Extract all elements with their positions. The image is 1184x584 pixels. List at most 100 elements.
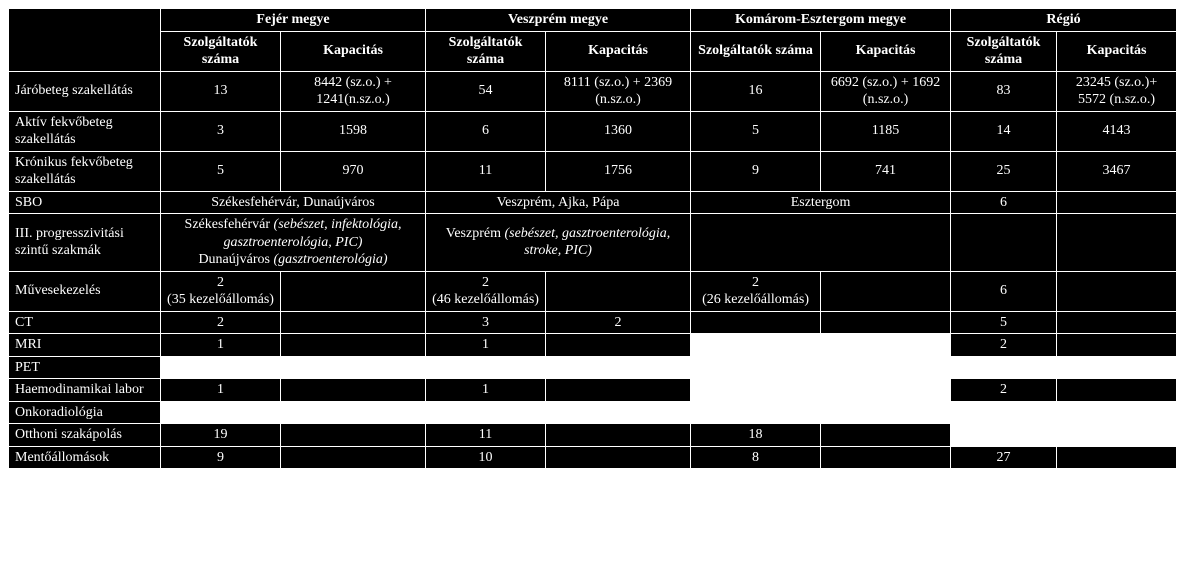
text-italic: (sebészet, gasztroenterológia, stroke, P…	[504, 226, 670, 259]
row-mento: Mentőállomások 9 10 8 27	[9, 446, 1177, 469]
cell-blank	[161, 401, 1177, 424]
row-label: Otthoni szakápolás	[9, 424, 161, 447]
row-label: PET	[9, 356, 161, 379]
row-label: CT	[9, 311, 161, 334]
cell: 5	[691, 111, 821, 151]
cell	[691, 311, 821, 334]
cell	[1057, 334, 1177, 357]
cell: 16	[691, 71, 821, 111]
cell: Veszprém, Ajka, Pápa	[426, 191, 691, 214]
row-haemo: Haemodinamikai labor 1 1 2	[9, 379, 1177, 402]
cell: 27	[951, 446, 1057, 469]
table-header: Fejér megye Veszprém megye Komárom-Eszte…	[9, 9, 1177, 72]
row-label: Mentőállomások	[9, 446, 161, 469]
cell: 3	[161, 111, 281, 151]
row-pet: PET	[9, 356, 1177, 379]
cell: 2	[951, 334, 1057, 357]
row-muvesekezeles: Művesekezelés 2(35 kezelőállomás) 2(46 k…	[9, 271, 1177, 311]
col-fejer-capacity: Kapacitás	[281, 31, 426, 71]
cell: 6	[951, 271, 1057, 311]
row-label: Művesekezelés	[9, 271, 161, 311]
cell-blank	[951, 424, 1057, 447]
cell: 5	[951, 311, 1057, 334]
col-veszprem-providers: Szolgáltatók száma	[426, 31, 546, 71]
cell: 5	[161, 151, 281, 191]
cell: 3467	[1057, 151, 1177, 191]
cell: 25	[951, 151, 1057, 191]
col-veszprem-capacity: Kapacitás	[546, 31, 691, 71]
row-label: Aktív fekvőbeteg szakellátás	[9, 111, 161, 151]
cell-blank	[691, 379, 821, 402]
cell: 54	[426, 71, 546, 111]
cell: 6	[426, 111, 546, 151]
cell	[951, 214, 1057, 272]
row-sbo: SBO Székesfehérvár, Dunaújváros Veszprém…	[9, 191, 1177, 214]
cell: 6	[951, 191, 1057, 214]
cell	[546, 334, 691, 357]
col-komarom-providers: Szolgáltatók száma	[691, 31, 821, 71]
row-onko: Onkoradiológia	[9, 401, 1177, 424]
col-komarom-capacity: Kapacitás	[821, 31, 951, 71]
cell	[1057, 271, 1177, 311]
cell	[821, 446, 951, 469]
row-label: MRI	[9, 334, 161, 357]
cell	[821, 311, 951, 334]
cell	[1057, 191, 1177, 214]
row-label: III. progresszivitási szintű szakmák	[9, 214, 161, 272]
row-kronikus: Krónikus fekvőbeteg szakellátás 5 970 11…	[9, 151, 1177, 191]
cell	[821, 271, 951, 311]
cell: 8111 (sz.o.) + 2369 (n.sz.o.)	[546, 71, 691, 111]
cell: 83	[951, 71, 1057, 111]
cell: 1598	[281, 111, 426, 151]
cell: 8	[691, 446, 821, 469]
cell	[546, 271, 691, 311]
cell: 13	[161, 71, 281, 111]
cell: 2(26 kezelőállomás)	[691, 271, 821, 311]
col-group-regio: Régió	[951, 9, 1177, 32]
cell	[821, 424, 951, 447]
cell: 2	[951, 379, 1057, 402]
healthcare-capacity-table: Fejér megye Veszprém megye Komárom-Eszte…	[8, 8, 1177, 469]
cell: 1185	[821, 111, 951, 151]
cell: 1	[161, 334, 281, 357]
col-fejer-providers: Szolgáltatók száma	[161, 31, 281, 71]
cell: 6692 (sz.o.) + 1692 (n.sz.o.)	[821, 71, 951, 111]
cell: 10	[426, 446, 546, 469]
cell-blank	[691, 334, 821, 357]
row-label: Krónikus fekvőbeteg szakellátás	[9, 151, 161, 191]
cell	[1057, 214, 1177, 272]
text-italic: (gasztroenterológia)	[273, 252, 387, 267]
cell: Székesfehérvár (sebészet, infektológia, …	[161, 214, 426, 272]
cell: Veszprém (sebészet, gasztroenterológia, …	[426, 214, 691, 272]
cell: 19	[161, 424, 281, 447]
row-jarobeteg: Járóbeteg szakellátás 13 8442 (sz.o.) + …	[9, 71, 1177, 111]
cell	[1057, 446, 1177, 469]
cell-blank	[821, 334, 951, 357]
cell-blank	[161, 356, 1177, 379]
text: Dunaújváros	[198, 252, 273, 267]
cell: 3	[426, 311, 546, 334]
cell-blank	[821, 379, 951, 402]
cell: 9	[691, 151, 821, 191]
cell: 23245 (sz.o.)+ 5572 (n.sz.o.)	[1057, 71, 1177, 111]
col-regio-capacity: Kapacitás	[1057, 31, 1177, 71]
cell	[281, 446, 426, 469]
cell	[546, 379, 691, 402]
col-group-fejer: Fejér megye	[161, 9, 426, 32]
cell: 741	[821, 151, 951, 191]
cell: 1	[426, 334, 546, 357]
cell: 970	[281, 151, 426, 191]
cell: 2(46 kezelőállomás)	[426, 271, 546, 311]
cell: Székesfehérvár, Dunaújváros	[161, 191, 426, 214]
col-regio-providers: Szolgáltatók száma	[951, 31, 1057, 71]
cell: 2(35 kezelőállomás)	[161, 271, 281, 311]
cell	[1057, 311, 1177, 334]
row-label: Onkoradiológia	[9, 401, 161, 424]
row-label: Haemodinamikai labor	[9, 379, 161, 402]
cell	[546, 424, 691, 447]
cell	[691, 214, 951, 272]
text: Veszprém	[446, 226, 505, 241]
cell: 2	[161, 311, 281, 334]
row-ct: CT 2 3 2 5	[9, 311, 1177, 334]
cell: 11	[426, 151, 546, 191]
